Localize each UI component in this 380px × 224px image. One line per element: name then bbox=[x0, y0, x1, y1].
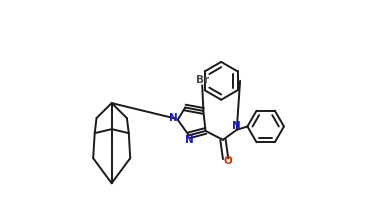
Text: N: N bbox=[233, 121, 241, 131]
Text: N: N bbox=[185, 135, 194, 145]
Text: Br: Br bbox=[196, 75, 209, 85]
Text: O: O bbox=[223, 155, 232, 166]
Text: N: N bbox=[169, 113, 178, 123]
